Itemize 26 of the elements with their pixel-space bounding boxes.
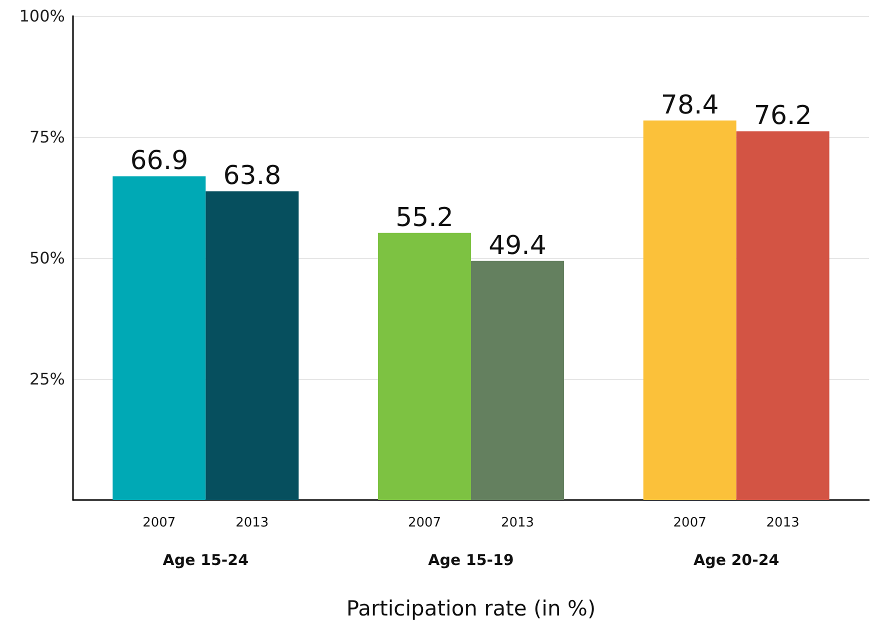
x-tick-label: Age 15-19 [428,551,514,569]
y-tick-label: 75% [29,128,65,146]
bar [643,120,736,500]
text: 2013 [500,516,534,530]
data-label: 78.4 [660,90,719,121]
x-axis-title: Participation rate (in %) [346,596,596,620]
series-label: 2007 [142,516,176,530]
text: 2007 [673,516,706,530]
y-tick-label: 50% [29,248,65,268]
data-label: 55.2 [396,202,454,233]
data-label: 66.9 [130,146,188,176]
data-label: 49.4 [488,230,546,261]
bar [112,176,206,500]
y-tick-label: 100% [19,6,65,26]
bar [378,232,471,500]
x-tick-label: Age 20-24 [693,551,780,569]
text: 2013 [766,516,800,530]
bar [471,260,564,500]
bar [736,131,830,500]
bar [206,191,299,500]
data-label: 76.2 [754,101,812,132]
data-label: 63.8 [223,161,282,192]
series-label: 2013 [236,516,269,530]
x-tick-label: Age 15-24 [162,551,249,569]
text: 2007 [408,516,442,530]
y-tick-label: 25% [29,370,65,388]
